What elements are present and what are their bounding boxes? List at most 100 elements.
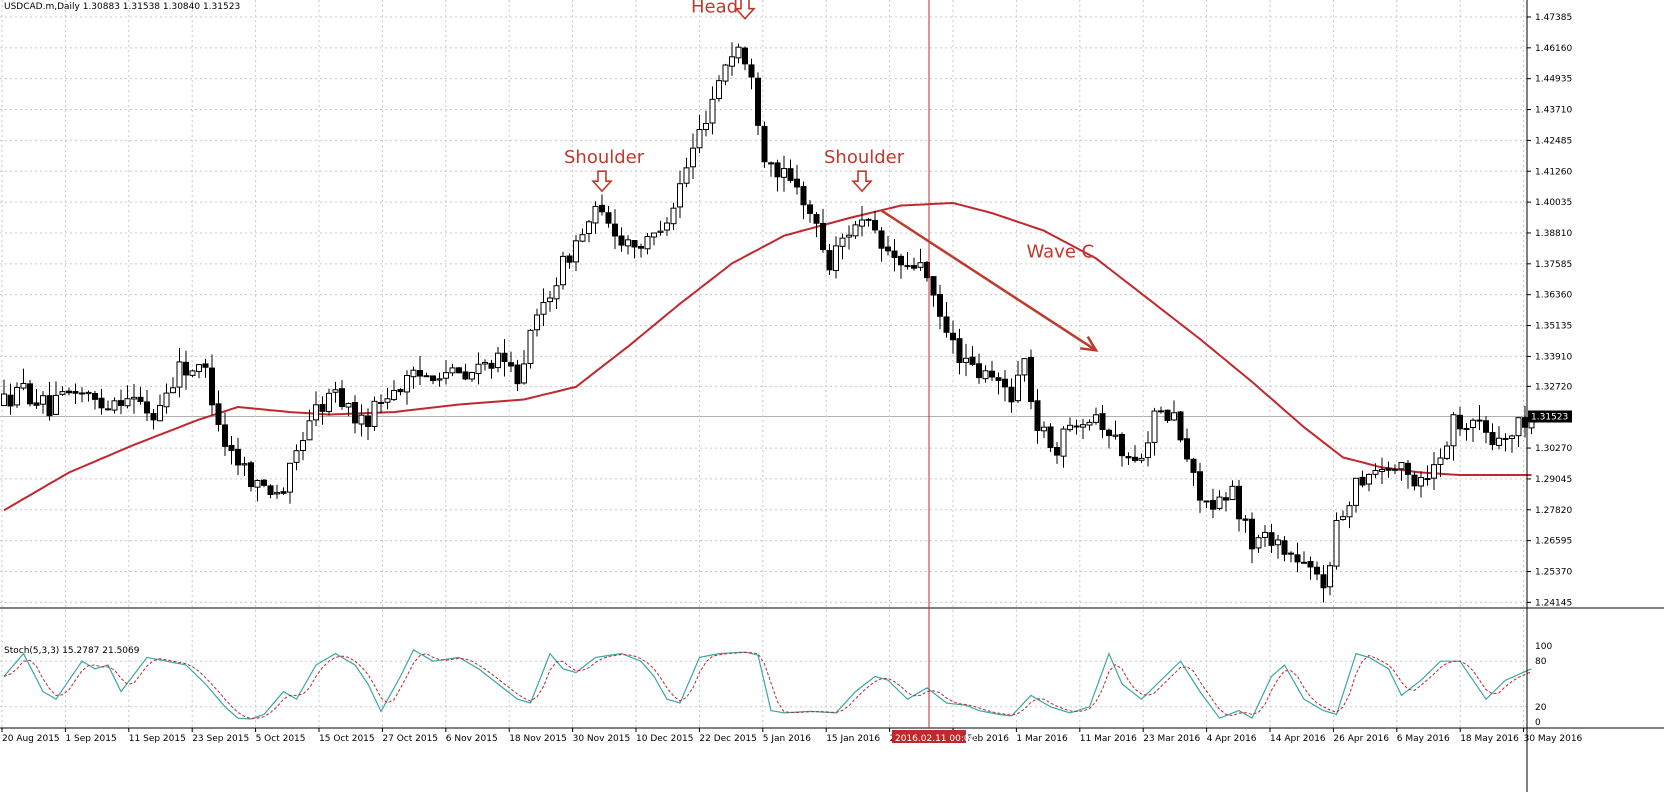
down-arrow-shape — [851, 170, 873, 193]
bearish-candle-body — [261, 479, 267, 486]
bullish-candle-body — [696, 129, 703, 149]
candlestick — [293, 444, 300, 471]
candlestick — [1190, 457, 1197, 486]
date-tick-label: 26 Apr 2016 — [1333, 734, 1389, 744]
bullish-candle-body — [1158, 410, 1164, 413]
down-arrow-icon — [851, 170, 873, 193]
bearish-candle-body — [956, 338, 963, 363]
candlestick — [183, 350, 189, 390]
candlestick — [852, 220, 859, 239]
bullish-candle-body — [1060, 428, 1067, 457]
bearish-candle-body — [72, 390, 79, 394]
bullish-candle-body — [690, 147, 696, 168]
bearish-candle-body — [98, 397, 105, 409]
bullish-candle-body — [592, 205, 599, 224]
bearish-candle-body — [462, 371, 469, 380]
bullish-candle-body — [852, 224, 859, 237]
bullish-candle-body — [1021, 358, 1028, 376]
bearish-candle-body — [1164, 409, 1171, 421]
crosshair-date-box — [892, 730, 966, 743]
candlestick — [1268, 523, 1275, 553]
bullish-candle-body — [657, 230, 664, 233]
moving-average-layer — [3, 201, 1532, 512]
bearish-candle-body — [1106, 429, 1112, 437]
candlestick — [1470, 418, 1476, 443]
candlestick — [1099, 405, 1106, 439]
price-tick-label: 1.43710 — [1535, 106, 1572, 116]
date-tick-label: 1 Mar 2016 — [1016, 734, 1068, 744]
candlestick — [618, 227, 625, 252]
bearish-candle-body — [943, 316, 950, 333]
bullish-candle-body — [111, 400, 118, 411]
date-tick-label: 6 Nov 2015 — [446, 734, 498, 744]
candlestick — [1151, 407, 1158, 456]
candlestick — [1171, 400, 1177, 422]
bearish-candle-body — [631, 240, 638, 248]
bullish-candle-body — [443, 372, 449, 379]
candlestick — [638, 243, 644, 258]
bearish-candle-body — [605, 212, 612, 224]
bearish-candle-body — [1281, 540, 1288, 555]
bullish-candle-body — [1041, 426, 1047, 432]
candlestick — [1028, 349, 1034, 410]
bullish-candle-body — [1437, 457, 1444, 465]
candlestick — [878, 227, 885, 262]
candlestick — [1073, 419, 1080, 435]
candlestick — [963, 343, 969, 377]
candlestick — [787, 159, 794, 183]
bearish-candle-body — [79, 392, 85, 395]
bearish-candle-body — [105, 408, 111, 411]
bullish-candle-body — [1067, 424, 1073, 431]
candlestick — [1359, 470, 1366, 488]
candlestick — [1086, 419, 1093, 431]
bullish-candle-body — [1346, 505, 1353, 518]
bearish-candle-body — [1132, 456, 1138, 461]
candlestick — [66, 387, 72, 396]
bullish-candle-body — [1450, 414, 1457, 447]
date-tick-label: 30 May 2016 — [1524, 734, 1583, 744]
bullish-candle-body — [1444, 445, 1450, 459]
stoch-tick-label: 20 — [1535, 703, 1547, 713]
candlestick — [644, 232, 651, 255]
bullish-candle-body — [196, 364, 202, 372]
candlestick — [865, 218, 872, 227]
date-tick-label: 10 Dec 2015 — [636, 734, 694, 744]
bearish-candle-body — [1197, 471, 1203, 501]
candlestick — [1379, 457, 1385, 484]
bearish-candle-body — [618, 235, 625, 246]
bearish-candle-body — [319, 403, 326, 412]
date-tick-label: 22 Dec 2015 — [699, 734, 757, 744]
bullish-candle-body — [1476, 419, 1483, 422]
bearish-candle-body — [794, 178, 800, 188]
candlestick — [111, 397, 118, 414]
candlestick — [209, 354, 215, 415]
date-tick-label: 11 Mar 2016 — [1080, 734, 1137, 744]
candlestick — [1145, 431, 1151, 467]
candlestick — [456, 366, 462, 374]
bullish-candle-body — [40, 395, 46, 405]
candlestick — [501, 339, 508, 377]
moving-average-line — [3, 201, 1532, 512]
stoch-signal-line — [3, 651, 1532, 720]
bearish-candle-body — [1028, 356, 1034, 403]
candlestick — [813, 211, 820, 238]
candlestick — [163, 383, 170, 414]
candlestick — [943, 302, 950, 338]
bullish-candle-body — [1138, 457, 1145, 461]
candlestick — [547, 290, 553, 312]
bullish-candle-body — [176, 361, 183, 388]
candlestick — [1132, 445, 1138, 463]
candlestick — [436, 372, 443, 387]
candlestick — [98, 388, 105, 415]
bearish-candle-body — [228, 444, 235, 451]
candlestick — [839, 233, 846, 260]
bearish-candle-body — [787, 168, 794, 181]
candlestick — [1353, 477, 1359, 513]
candlestick — [378, 394, 384, 414]
candlestick — [917, 248, 924, 271]
candlestick — [20, 368, 27, 391]
price-tick-label: 1.40035 — [1535, 198, 1572, 208]
bullish-candle-body — [332, 389, 339, 393]
